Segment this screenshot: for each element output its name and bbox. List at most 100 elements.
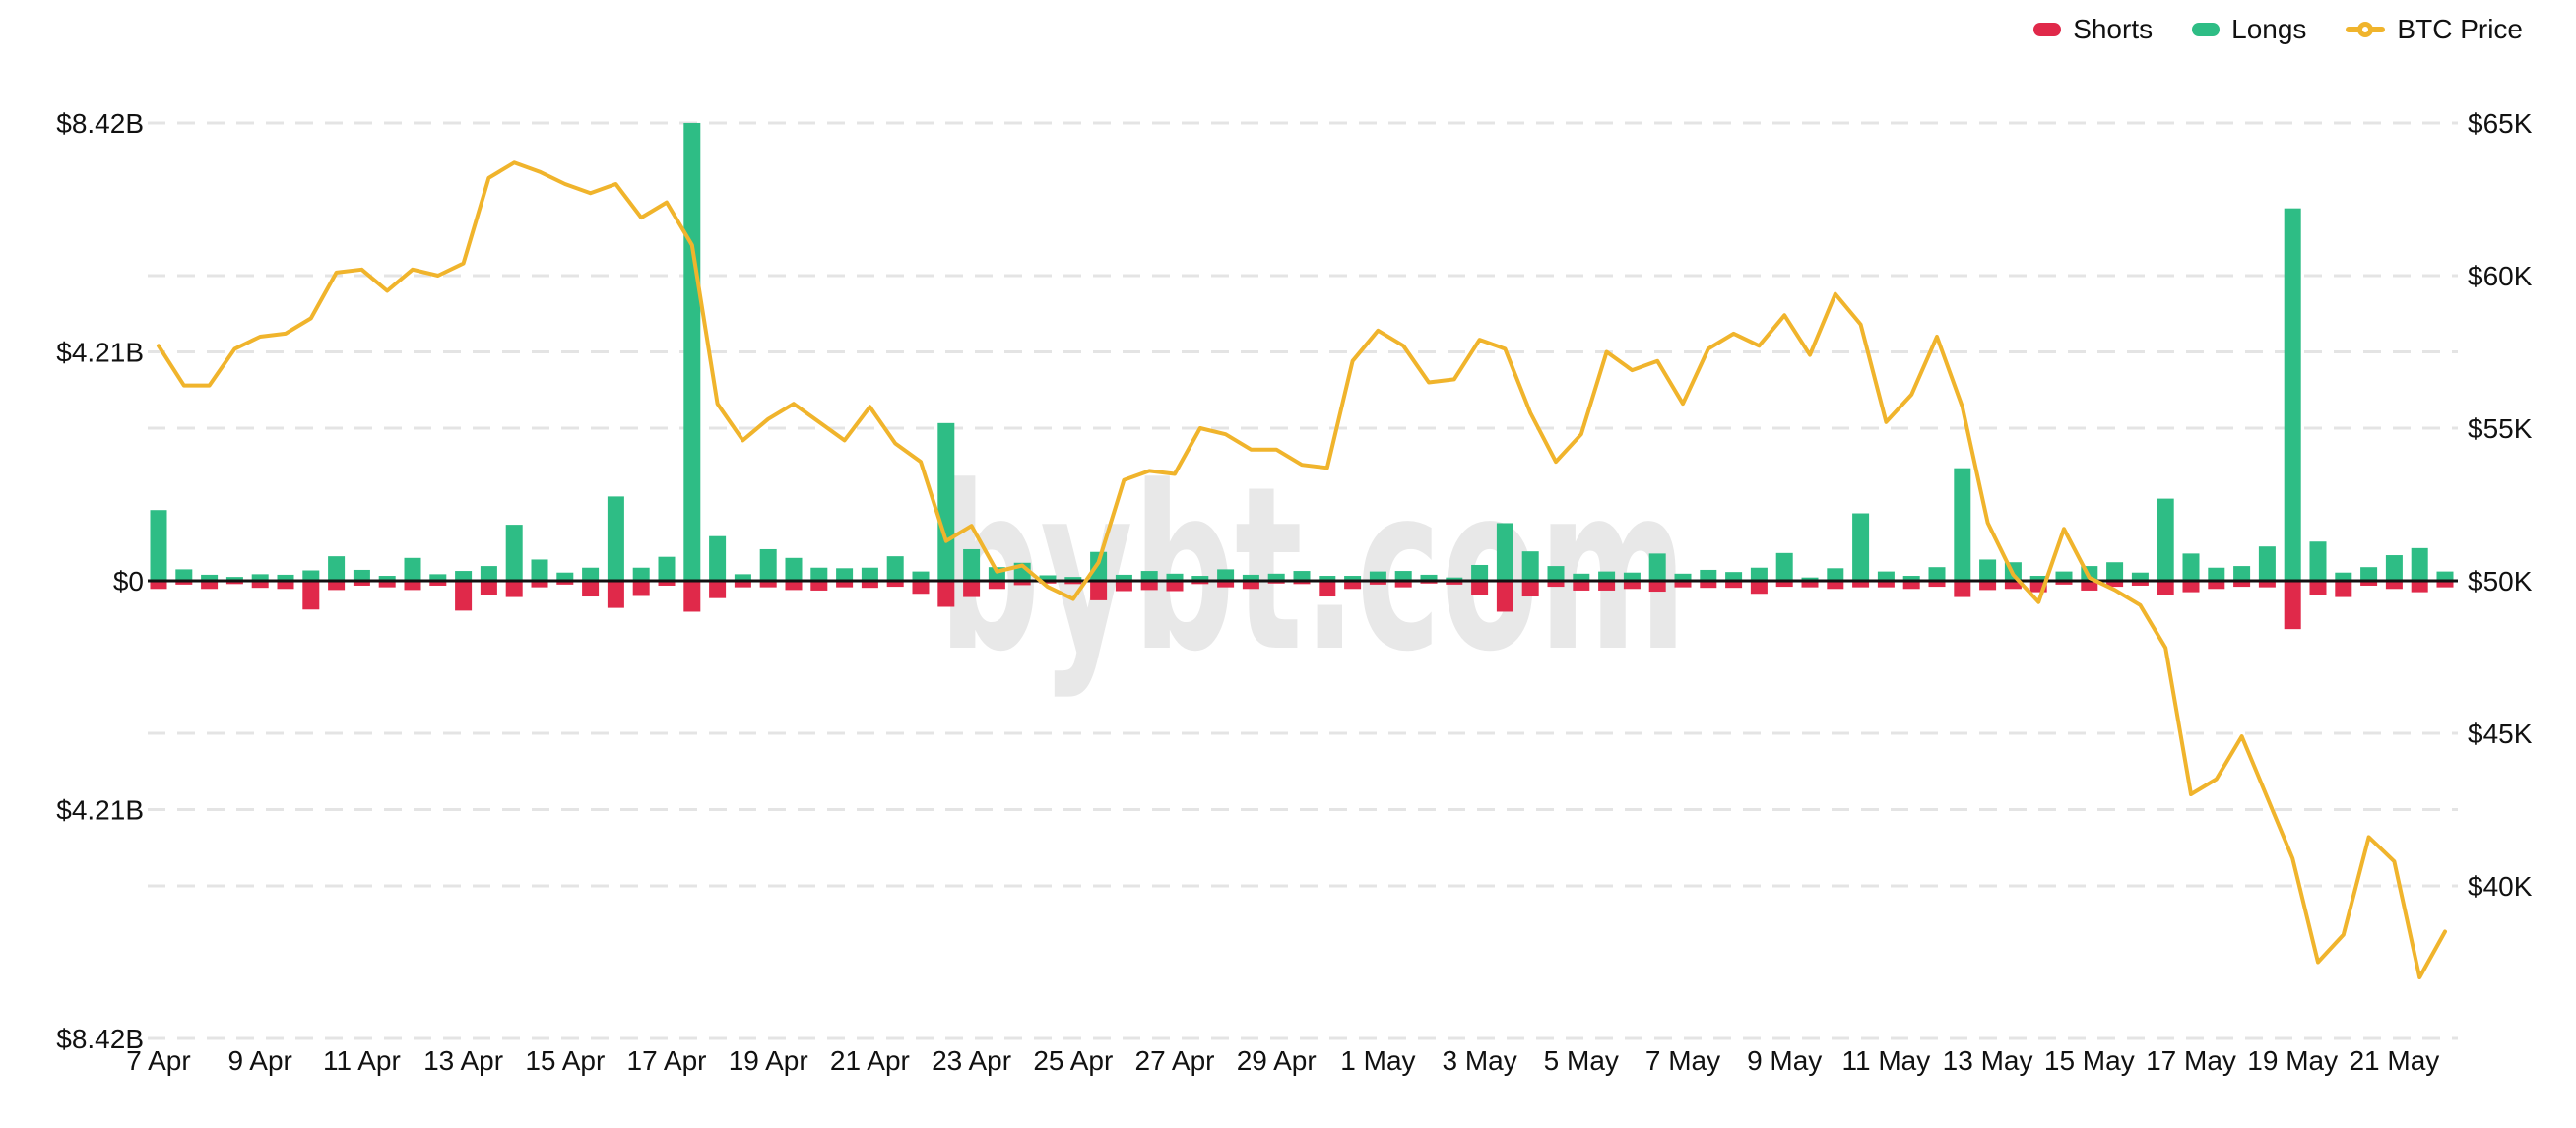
short-bar[interactable] <box>505 581 523 597</box>
long-bar[interactable] <box>1775 552 1793 581</box>
long-bar[interactable] <box>2385 555 2403 581</box>
long-bar[interactable] <box>2360 567 2378 581</box>
long-bar[interactable] <box>1446 577 1463 581</box>
short-bar[interactable] <box>1521 581 1539 597</box>
short-bar[interactable] <box>1217 581 1235 588</box>
short-bar[interactable] <box>1115 581 1132 592</box>
short-bar[interactable] <box>1852 581 1870 588</box>
short-bar[interactable] <box>251 581 269 589</box>
long-bar[interactable] <box>1496 523 1513 581</box>
short-bar[interactable] <box>1801 581 1819 588</box>
legend-item-shorts[interactable]: Shorts <box>2033 14 2153 45</box>
short-bar[interactable] <box>2360 581 2378 586</box>
long-bar[interactable] <box>1394 571 1412 581</box>
short-bar[interactable] <box>1700 581 1717 589</box>
short-bar[interactable] <box>1293 581 1311 585</box>
legend-item-longs[interactable]: Longs <box>2192 14 2306 45</box>
long-bar[interactable] <box>607 496 624 581</box>
short-bar[interactable] <box>1674 581 1692 588</box>
short-bar[interactable] <box>1954 581 1971 597</box>
long-bar[interactable] <box>836 568 854 581</box>
short-bar[interactable] <box>886 581 904 588</box>
long-bar[interactable] <box>1623 572 1641 581</box>
long-bar[interactable] <box>1420 574 1438 581</box>
short-bar[interactable] <box>2385 581 2403 590</box>
short-bar[interactable] <box>1496 581 1513 612</box>
short-bar[interactable] <box>1877 581 1895 588</box>
short-bar[interactable] <box>1547 581 1565 588</box>
long-bar[interactable] <box>2182 553 2200 581</box>
long-bar[interactable] <box>1369 571 1386 581</box>
short-bar[interactable] <box>1598 581 1616 591</box>
legend-item-btc-price[interactable]: BTC Price <box>2346 14 2523 45</box>
short-bar[interactable] <box>1394 581 1412 588</box>
short-bar[interactable] <box>1623 581 1641 590</box>
long-bar[interactable] <box>1648 553 1666 581</box>
short-bar[interactable] <box>2284 581 2301 630</box>
long-bar[interactable] <box>2284 208 2301 581</box>
long-bar[interactable] <box>1039 575 1057 581</box>
short-bar[interactable] <box>328 581 346 591</box>
short-bar[interactable] <box>480 581 497 595</box>
long-bar[interactable] <box>2233 566 2251 581</box>
long-bar[interactable] <box>480 566 497 581</box>
short-bar[interactable] <box>2436 581 2454 588</box>
short-bar[interactable] <box>1064 581 1082 585</box>
long-bar[interactable] <box>1877 571 1895 581</box>
short-bar[interactable] <box>378 581 396 588</box>
short-bar[interactable] <box>2055 581 2073 585</box>
long-bar[interactable] <box>302 570 320 581</box>
short-bar[interactable] <box>2411 581 2428 593</box>
long-bar[interactable] <box>404 557 421 581</box>
long-bar[interactable] <box>1750 567 1768 581</box>
long-bar[interactable] <box>1852 513 1870 581</box>
short-bar[interactable] <box>1344 581 1362 590</box>
short-bar[interactable] <box>1573 581 1590 591</box>
long-bar[interactable] <box>2131 572 2149 581</box>
short-bar[interactable] <box>175 581 193 585</box>
short-bar[interactable] <box>277 581 294 590</box>
long-bar[interactable] <box>328 556 346 581</box>
long-bar[interactable] <box>1521 551 1539 581</box>
short-bar[interactable] <box>683 581 701 612</box>
short-bar[interactable] <box>2258 581 2276 588</box>
long-bar[interactable] <box>658 556 676 581</box>
long-bar[interactable] <box>912 571 930 581</box>
long-bar[interactable] <box>1217 569 1235 581</box>
short-bar[interactable] <box>1446 581 1463 585</box>
long-bar[interactable] <box>1928 567 1946 581</box>
short-bar[interactable] <box>785 581 803 591</box>
long-bar[interactable] <box>277 574 294 581</box>
short-bar[interactable] <box>455 581 473 611</box>
long-bar[interactable] <box>2335 572 2352 581</box>
long-bar[interactable] <box>429 574 447 581</box>
short-bar[interactable] <box>2335 581 2352 597</box>
long-bar[interactable] <box>2258 546 2276 581</box>
long-bar[interactable] <box>886 556 904 581</box>
short-bar[interactable] <box>988 581 1005 590</box>
long-bar[interactable] <box>1827 568 1844 581</box>
long-bar[interactable] <box>683 122 701 581</box>
short-bar[interactable] <box>1013 581 1031 586</box>
short-bar[interactable] <box>861 581 878 589</box>
short-bar[interactable] <box>1979 581 1997 591</box>
short-bar[interactable] <box>2208 581 2225 590</box>
short-bar[interactable] <box>2309 581 2327 595</box>
long-bar[interactable] <box>937 422 955 581</box>
long-bar[interactable] <box>1090 551 1108 581</box>
long-bar[interactable] <box>1191 576 1209 581</box>
short-bar[interactable] <box>2131 581 2149 586</box>
long-bar[interactable] <box>1573 573 1590 581</box>
long-bar[interactable] <box>1293 571 1311 581</box>
short-bar[interactable] <box>2029 581 2047 593</box>
short-bar[interactable] <box>582 581 600 597</box>
btc-price-line[interactable] <box>157 160 2447 979</box>
long-bar[interactable] <box>175 569 193 581</box>
long-bar[interactable] <box>734 574 751 581</box>
long-bar[interactable] <box>1140 571 1158 581</box>
short-bar[interactable] <box>1471 581 1489 595</box>
long-bar[interactable] <box>1344 576 1362 581</box>
long-bar[interactable] <box>2157 498 2174 581</box>
long-bar[interactable] <box>785 557 803 581</box>
